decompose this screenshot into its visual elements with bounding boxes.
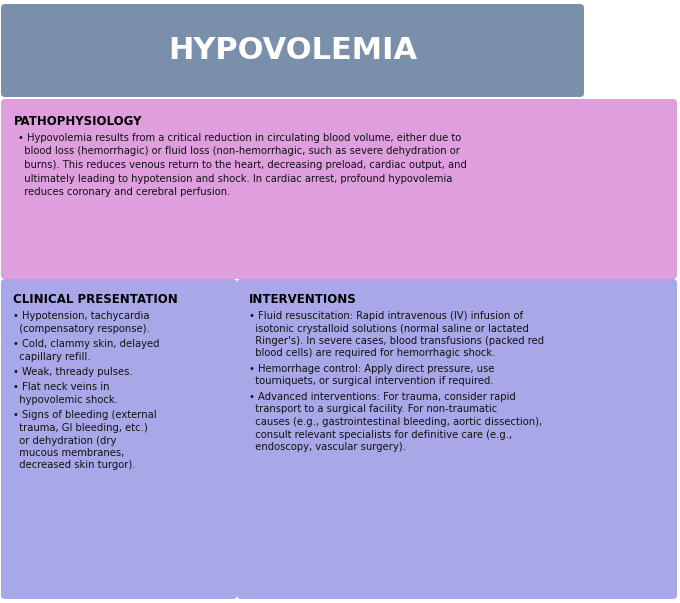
Text: blood loss (hemorrhagic) or fluid loss (non-hemorrhagic, such as severe dehydrat: blood loss (hemorrhagic) or fluid loss (… <box>18 147 460 157</box>
Text: reduces coronary and cerebral perfusion.: reduces coronary and cerebral perfusion. <box>18 187 231 197</box>
Text: INTERVENTIONS: INTERVENTIONS <box>249 293 357 306</box>
Text: decreased skin turgor).: decreased skin turgor). <box>13 461 135 470</box>
Text: tourniquets, or surgical intervention if required.: tourniquets, or surgical intervention if… <box>249 376 494 387</box>
Text: ultimately leading to hypotension and shock. In cardiac arrest, profound hypovol: ultimately leading to hypotension and sh… <box>18 174 452 183</box>
Text: hypovolemic shock.: hypovolemic shock. <box>13 395 118 405</box>
Text: • Hemorrhage control: Apply direct pressure, use: • Hemorrhage control: Apply direct press… <box>249 364 494 374</box>
Text: HYPOVOLEMIA: HYPOVOLEMIA <box>168 36 417 65</box>
Text: mucous membranes,: mucous membranes, <box>13 448 124 458</box>
Text: • Fluid resuscitation: Rapid intravenous (IV) infusion of: • Fluid resuscitation: Rapid intravenous… <box>249 311 523 321</box>
Text: • Hypovolemia results from a critical reduction in circulating blood volume, eit: • Hypovolemia results from a critical re… <box>18 133 461 143</box>
Text: PATHOPHYSIOLOGY: PATHOPHYSIOLOGY <box>14 115 143 128</box>
FancyBboxPatch shape <box>237 279 677 599</box>
Text: • Signs of bleeding (external: • Signs of bleeding (external <box>13 411 156 420</box>
FancyBboxPatch shape <box>1 4 584 97</box>
Text: (compensatory response).: (compensatory response). <box>13 323 150 333</box>
Text: capillary refill.: capillary refill. <box>13 352 90 362</box>
FancyBboxPatch shape <box>1 99 677 279</box>
Text: • Flat neck veins in: • Flat neck veins in <box>13 382 109 393</box>
Text: • Weak, thready pulses.: • Weak, thready pulses. <box>13 367 133 377</box>
Text: endoscopy, vascular surgery).: endoscopy, vascular surgery). <box>249 442 406 452</box>
Text: or dehydration (dry: or dehydration (dry <box>13 435 116 446</box>
Text: • Cold, clammy skin, delayed: • Cold, clammy skin, delayed <box>13 339 160 349</box>
Text: blood cells) are required for hemorrhagic shock.: blood cells) are required for hemorrhagi… <box>249 349 495 359</box>
Text: trauma, GI bleeding, etc.): trauma, GI bleeding, etc.) <box>13 423 148 433</box>
Text: consult relevant specialists for definitive care (e.g.,: consult relevant specialists for definit… <box>249 429 512 440</box>
Text: burns). This reduces venous return to the heart, decreasing preload, cardiac out: burns). This reduces venous return to th… <box>18 160 467 170</box>
Text: isotonic crystalloid solutions (normal saline or lactated: isotonic crystalloid solutions (normal s… <box>249 323 529 333</box>
FancyBboxPatch shape <box>1 279 237 599</box>
Text: • Advanced interventions: For trauma, consider rapid: • Advanced interventions: For trauma, co… <box>249 392 515 402</box>
Text: transport to a surgical facility. For non-traumatic: transport to a surgical facility. For no… <box>249 405 497 414</box>
Text: • Hypotension, tachycardia: • Hypotension, tachycardia <box>13 311 150 321</box>
Text: Ringer's). In severe cases, blood transfusions (packed red: Ringer's). In severe cases, blood transf… <box>249 336 544 346</box>
Text: CLINICAL PRESENTATION: CLINICAL PRESENTATION <box>13 293 177 306</box>
Text: causes (e.g., gastrointestinal bleeding, aortic dissection),: causes (e.g., gastrointestinal bleeding,… <box>249 417 542 427</box>
